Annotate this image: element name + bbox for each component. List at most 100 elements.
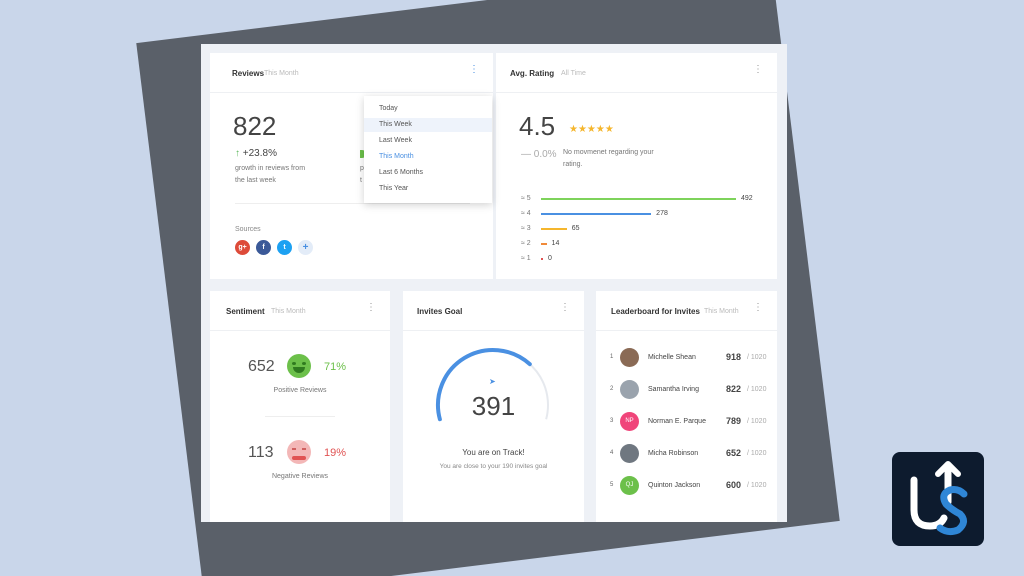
negative-pct: 19% bbox=[324, 447, 347, 459]
reviews-growth: ↑ +23.8% bbox=[235, 148, 277, 159]
brand-logo-icon bbox=[910, 461, 968, 536]
reviews-divider bbox=[235, 203, 470, 204]
rating-row-count: 278 bbox=[656, 210, 668, 217]
avatar: NP bbox=[620, 412, 639, 431]
invites-header: Invites Goal ⋮ bbox=[403, 291, 584, 331]
rating-row-label: ≈ 3 bbox=[521, 225, 531, 232]
dashboard: Reviews This Month ⋮ 822 ↑ +23.8% growth… bbox=[201, 44, 787, 522]
rating-menu-icon[interactable]: ⋮ bbox=[753, 64, 763, 75]
invites-menu-icon[interactable]: ⋮ bbox=[560, 302, 570, 313]
avatar: QJ bbox=[620, 476, 639, 495]
sentiment-panel: Sentiment This Month ⋮ 652 71% Positive … bbox=[210, 291, 390, 522]
leaderboard-period[interactable]: This Month bbox=[704, 308, 739, 315]
leaderboard-score: 822 bbox=[726, 384, 742, 394]
leaderboard-row[interactable]: 3 NP Norman E. Parque 789 / 1020 bbox=[610, 412, 770, 432]
leaderboard-max: / 1020 bbox=[747, 482, 767, 489]
gauge-progress bbox=[436, 348, 532, 422]
leaderboard-score: 789 bbox=[726, 416, 742, 426]
avatar bbox=[620, 348, 639, 367]
brand-logo bbox=[892, 452, 984, 546]
rating-period[interactable]: All Time bbox=[561, 70, 586, 77]
rating-row-bar bbox=[541, 198, 736, 200]
leaderboard-max: / 1020 bbox=[747, 386, 767, 393]
dropdown-item-last-6-months[interactable]: Last 6 Months bbox=[379, 169, 423, 176]
leaderboard-score: 600 bbox=[726, 480, 742, 490]
dropdown-item-today[interactable]: Today bbox=[379, 105, 398, 112]
dropdown-item-this-week[interactable]: This Week bbox=[364, 118, 492, 132]
rating-row-label: ≈ 2 bbox=[521, 240, 531, 247]
reviews-growth-value: +23.8% bbox=[242, 148, 277, 159]
rating-stars-icon: ★★★★★ bbox=[569, 124, 614, 135]
leaderboard-title: Leaderboard for Invites bbox=[611, 307, 700, 316]
leaderboard-name: Norman E. Parque bbox=[648, 418, 706, 425]
dropdown-item-this-year[interactable]: This Year bbox=[379, 185, 409, 192]
leaderboard-rank: 3 bbox=[610, 418, 614, 424]
arrow-up-icon: ↑ bbox=[235, 148, 240, 159]
leaderboard-panel: Leaderboard for Invites This Month ⋮ 1 Mi… bbox=[596, 291, 777, 522]
rating-row-count: 65 bbox=[571, 225, 580, 232]
add-source-icon[interactable]: + bbox=[298, 240, 313, 255]
rating-row-label: ≈ 5 bbox=[521, 195, 531, 202]
reviews-count: 822 bbox=[233, 111, 277, 141]
sad-face-icon bbox=[287, 440, 311, 464]
facebook-icon[interactable]: f bbox=[256, 240, 271, 255]
twitter-icon[interactable]: t bbox=[277, 240, 292, 255]
leaderboard-rank: 4 bbox=[610, 450, 614, 456]
leaderboard-max: / 1020 bbox=[747, 354, 767, 361]
invites-gauge bbox=[436, 348, 549, 422]
rating-title: Avg. Rating bbox=[510, 69, 555, 78]
reviews-header: Reviews This Month ⋮ bbox=[210, 53, 493, 93]
sentiment-menu-icon[interactable]: ⋮ bbox=[366, 302, 376, 313]
partial-text-p: p bbox=[360, 165, 364, 172]
sentiment-period[interactable]: This Month bbox=[271, 308, 306, 315]
happy-face-icon bbox=[287, 354, 311, 378]
negative-label: Negative Reviews bbox=[271, 473, 329, 480]
reviews-menu-icon[interactable]: ⋮ bbox=[469, 64, 479, 75]
leaderboard-name: Quinton Jackson bbox=[648, 482, 701, 489]
positive-pct: 71% bbox=[324, 361, 347, 373]
leaderboard-max: / 1020 bbox=[747, 418, 767, 425]
leaderboard-rank: 1 bbox=[610, 354, 614, 360]
rating-row-count: 492 bbox=[741, 195, 753, 202]
leaderboard-row[interactable]: 1 Michelle Shean 918 / 1020 bbox=[610, 348, 770, 368]
invites-status-desc: You are close to your 190 invites goal bbox=[439, 463, 548, 470]
leaderboard-score: 652 bbox=[726, 448, 742, 458]
leaderboard-row[interactable]: 4 Micha Robinson 652 / 1020 bbox=[610, 444, 770, 464]
leaderboard-score: 918 bbox=[726, 352, 742, 362]
reviews-growth-desc-1: growth in reviews from bbox=[235, 165, 306, 172]
rating-row-count: 0 bbox=[548, 255, 552, 262]
sentiment-title: Sentiment bbox=[226, 307, 265, 316]
leaderboard-header: Leaderboard for Invites This Month ⋮ bbox=[596, 291, 777, 331]
rating-change: — 0.0% bbox=[521, 149, 557, 160]
google-plus-icon[interactable]: g+ bbox=[235, 240, 250, 255]
rating-change-desc-1: No movmenet regarding your bbox=[563, 149, 654, 156]
send-icon: ➤ bbox=[489, 377, 496, 386]
rating-value: 4.5 bbox=[519, 111, 556, 141]
rating-header: Avg. Rating All Time ⋮ bbox=[496, 53, 777, 93]
dropdown-item-this-month[interactable]: This Month bbox=[379, 153, 414, 160]
dropdown-item-last-week[interactable]: Last Week bbox=[379, 137, 412, 144]
rating-row-bar bbox=[541, 243, 547, 245]
rating-panel: Avg. Rating All Time ⋮ 4.5 ★★★★★ — 0.0% … bbox=[496, 53, 777, 279]
reviews-title: Reviews bbox=[232, 69, 265, 78]
rating-change-desc-2: rating. bbox=[563, 161, 583, 168]
reviews-growth-desc-2: the last week bbox=[235, 177, 276, 184]
leaderboard-menu-icon[interactable]: ⋮ bbox=[753, 302, 763, 313]
invites-count: 391 bbox=[471, 391, 516, 421]
invites-panel: Invites Goal ⋮ ➤ 391 You are on Track! Y… bbox=[403, 291, 584, 522]
invites-status: You are on Track! bbox=[462, 448, 525, 457]
rating-row-bar bbox=[541, 228, 567, 230]
sentiment-divider bbox=[265, 416, 335, 417]
rating-row-label: ≈ 1 bbox=[521, 255, 531, 262]
invites-title: Invites Goal bbox=[417, 307, 463, 316]
reviews-period[interactable]: This Month bbox=[264, 70, 299, 77]
rating-row-bar bbox=[541, 213, 652, 215]
leaderboard-row[interactable]: 2 Samantha Irving 822 / 1020 bbox=[610, 380, 770, 400]
leaderboard-rank: 5 bbox=[610, 482, 614, 488]
leaderboard-row[interactable]: 5 QJ Quinton Jackson 600 / 1020 bbox=[610, 476, 770, 496]
leaderboard-max: / 1020 bbox=[747, 450, 767, 457]
avatar bbox=[620, 380, 639, 399]
avatar bbox=[620, 444, 639, 463]
positive-count: 652 bbox=[248, 358, 275, 375]
negative-count: 113 bbox=[248, 444, 274, 461]
